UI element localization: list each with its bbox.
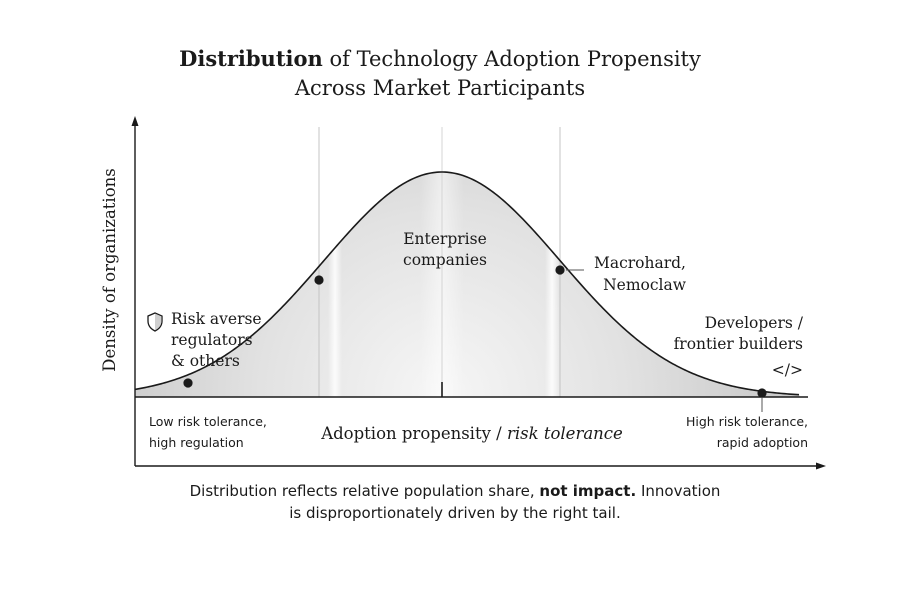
developers-label-2: frontier builders [674,335,803,353]
footnote-bold: not impact. [539,482,637,500]
y-axis-arrow [131,116,139,126]
shield-icon [147,312,163,332]
regulators-label-2: regulators [171,331,253,349]
bell-curve-line [134,171,800,396]
highlight-band-left [328,172,342,397]
title-rest: of Technology Adoption Propensity [322,47,701,71]
x-axis-arrow [816,462,826,470]
footnote-line-2: is disproportionately driven by the righ… [289,504,621,522]
y-axis-label: Density of organizations [100,168,119,371]
enterprise-label-1: Enterprise [403,230,487,248]
code-icon: </> [772,361,803,379]
footnote-line-1: Distribution reflects relative populatio… [150,480,760,502]
footnote-end: Innovation [636,482,721,500]
highlight-band-right [545,172,559,397]
regulators-label-1: Risk averse [171,310,262,328]
left-end-caption-1: Low risk tolerance, [149,414,267,429]
marker-developers [757,388,767,398]
right-end-caption-2: rapid adoption [717,435,808,450]
footnote-start: Distribution reflects relative populatio… [189,482,540,500]
macrohard-label-1: Macrohard, [594,254,686,272]
marker-macrohard [555,265,565,275]
right-end-caption-1: High risk tolerance, [686,414,808,429]
x-axis-label-plain: Adoption propensity / [320,424,507,443]
chart-title: Distribution of Technology Adoption Prop… [150,44,730,103]
x-axis-label: Adoption propensity / risk tolerance [320,424,623,443]
marker-regulators [183,378,193,388]
curve-area-fill [135,172,800,397]
enterprise-label-2: companies [403,251,487,269]
title-line-2: Across Market Participants [294,76,586,100]
marker-early-majority [314,275,324,285]
title-line-1: Distribution of Technology Adoption Prop… [150,44,730,74]
developers-label-1: Developers / [705,314,804,332]
x-axis-label-italic: risk tolerance [507,424,623,443]
title-bold-word: Distribution [179,46,323,71]
left-end-caption-2: high regulation [149,435,244,450]
macrohard-label-2: Nemoclaw [603,276,687,294]
footnote: Distribution reflects relative populatio… [150,480,760,524]
regulators-label-3: & others [171,352,240,370]
